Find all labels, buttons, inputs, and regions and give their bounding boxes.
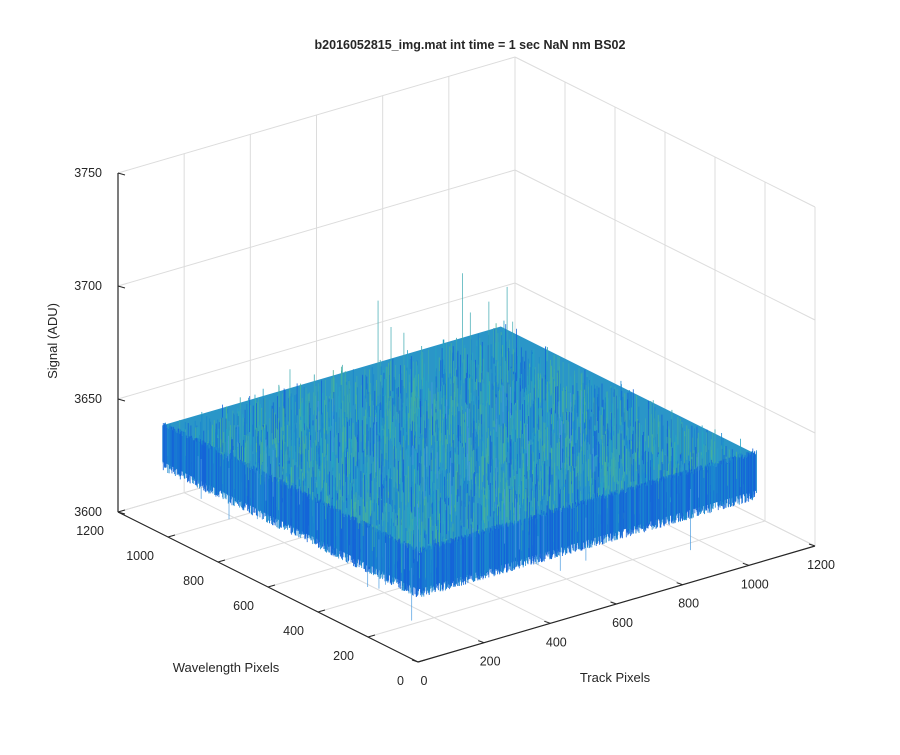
y-tick-label: 0 bbox=[397, 674, 404, 688]
y-tick-mark bbox=[167, 534, 176, 538]
z-tick-mark bbox=[117, 511, 126, 515]
y-tick-mark bbox=[317, 609, 326, 613]
z-tick-label: 3750 bbox=[74, 166, 102, 180]
y-tick-label: 1000 bbox=[126, 549, 154, 563]
z-tick-mark bbox=[117, 172, 126, 176]
grid-line-right-z bbox=[514, 56, 816, 208]
grid-line-back-z bbox=[117, 56, 516, 174]
x-tick-mark bbox=[808, 543, 816, 547]
y-tick-label: 1200 bbox=[76, 524, 104, 538]
x-tick-label: 1200 bbox=[807, 558, 835, 572]
x-tick-mark bbox=[544, 620, 551, 624]
y-tick-label: 600 bbox=[233, 599, 254, 613]
x-tick-label: 400 bbox=[546, 635, 567, 649]
z-tick-mark bbox=[117, 398, 126, 402]
x-tick-mark bbox=[742, 562, 749, 566]
x-tick-label: 1000 bbox=[741, 577, 769, 591]
z-tick-label: 3600 bbox=[74, 505, 102, 519]
z-tick-label: 3650 bbox=[74, 392, 102, 406]
z-tick-label: 3700 bbox=[74, 279, 102, 293]
z-tick-mark bbox=[117, 285, 126, 289]
x-tick-label: 600 bbox=[612, 616, 633, 630]
x-tick-label: 800 bbox=[678, 597, 699, 611]
tick-marks: 0 200 400 600 800 1000 1200 0 200 400 600 800 1000 12… bbox=[74, 166, 835, 688]
y-tick-mark bbox=[117, 509, 126, 513]
y-tick-label: 800 bbox=[183, 574, 204, 588]
x-tick-label: 200 bbox=[480, 655, 501, 669]
grid-line-right-z bbox=[514, 282, 816, 434]
x-tick-mark bbox=[478, 640, 485, 644]
x-tick-mark bbox=[610, 601, 617, 605]
x-tick-mark bbox=[676, 582, 683, 586]
chart-title: b2016052815_img.mat int time = 1 sec NaN… bbox=[315, 38, 626, 52]
y-tick-mark bbox=[417, 659, 426, 663]
y-axis-label: Wavelength Pixels bbox=[173, 660, 280, 675]
grid-line-back-z bbox=[117, 282, 516, 400]
y-tick-label: 200 bbox=[333, 649, 354, 663]
y-tick-mark bbox=[367, 634, 376, 638]
y-tick-mark bbox=[217, 559, 226, 563]
x-tick-mark bbox=[411, 659, 419, 663]
z-axis-label: Signal (ADU) bbox=[45, 303, 60, 379]
x-tick-label: 0 bbox=[421, 674, 428, 688]
grid-line-back-z bbox=[117, 169, 516, 287]
y-tick-mark bbox=[267, 584, 276, 588]
grid-line-floor-y bbox=[367, 520, 766, 638]
grid-line-right-z bbox=[514, 169, 816, 321]
y-tick-label: 400 bbox=[283, 624, 304, 638]
surface bbox=[162, 273, 757, 621]
x-axis-label: Track Pixels bbox=[580, 670, 651, 685]
